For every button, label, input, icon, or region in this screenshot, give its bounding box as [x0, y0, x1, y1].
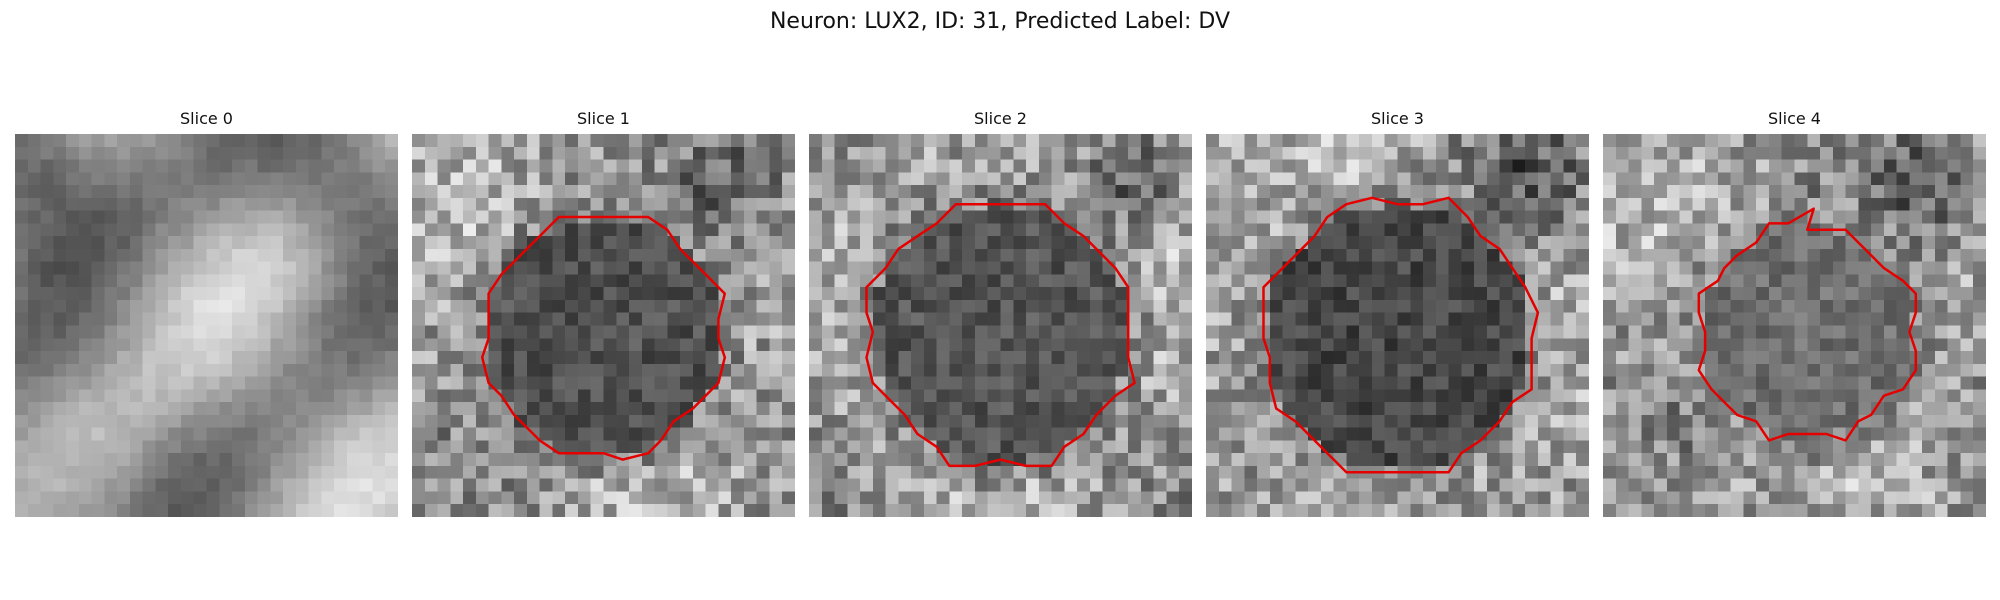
neuron-contour [1262, 196, 1540, 474]
slice-panel-1: Slice 1 [412, 108, 795, 517]
slice-title: Slice 2 [974, 109, 1027, 128]
microscopy-slice [1603, 134, 1986, 517]
microscopy-slice [15, 134, 398, 517]
figure-title: Neuron: LUX2, ID: 31, Predicted Label: D… [769, 9, 1231, 34]
slice-panel-2: Slice 2 [809, 108, 1192, 517]
contour-overlay [1697, 207, 1918, 442]
contour-overlay [1262, 196, 1540, 474]
slice-image [809, 134, 1192, 517]
slice-panel-0: Slice 0 [15, 108, 398, 517]
slice-image [15, 134, 398, 517]
slice-title: Slice 0 [180, 109, 233, 128]
contour-overlay [865, 202, 1136, 468]
slice-panel-4: Slice 4 [1603, 108, 1986, 517]
slice-title: Slice 4 [1768, 109, 1821, 128]
microscopy-slice [1206, 134, 1589, 517]
slice-title: Slice 3 [1371, 109, 1424, 128]
contour-overlay [15, 134, 398, 517]
slice-title: Slice 1 [577, 109, 630, 128]
slice-image [412, 134, 795, 517]
slice-panel-3: Slice 3 [1206, 108, 1589, 517]
neuron-contour [865, 202, 1136, 468]
slice-image [1206, 134, 1589, 517]
slice-image [1603, 134, 1986, 517]
neuron-contour [480, 215, 727, 461]
neuron-contour [1697, 207, 1918, 442]
contour-overlay [480, 215, 727, 461]
